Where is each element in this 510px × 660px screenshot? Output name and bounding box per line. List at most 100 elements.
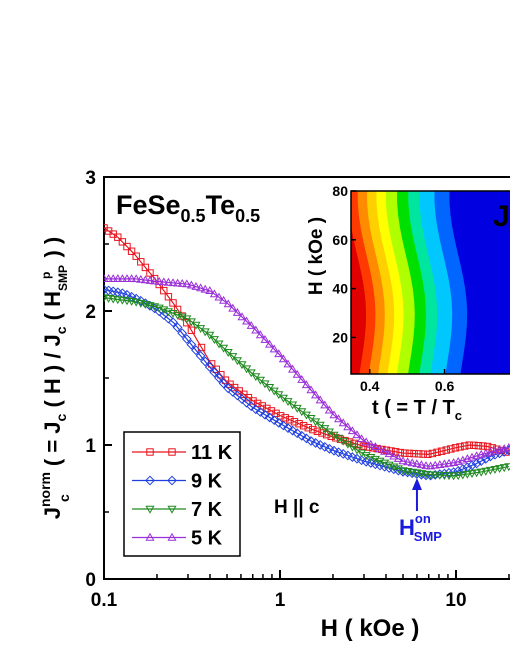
data-point [458,471,468,480]
data-point [407,458,417,467]
data-point [269,344,279,353]
data-point [471,458,482,469]
y-tick-label: 0 [85,570,96,591]
data-point [237,312,247,321]
data-point [324,443,335,454]
data-point [426,471,436,480]
data-point [272,409,280,418]
inset-y-tick-label: 80 [332,183,348,199]
data-point [177,279,187,287]
data-point [169,299,177,307]
data-point [237,361,247,370]
data-point [470,441,478,450]
data-point [485,466,495,475]
data-point [195,350,206,361]
data-point [158,310,169,320]
data-point [297,375,307,383]
data-point [384,449,394,458]
legend-label: 5 K [191,528,223,550]
data-point [131,274,141,283]
data-point [421,461,431,470]
data-point [163,277,173,286]
inset-frame [350,190,510,375]
data-point [306,436,316,446]
ylabel-sub2: c [53,413,69,421]
data-point [309,425,317,434]
data-point [214,340,224,349]
x-tick-label: 1 [275,590,286,611]
data-point [223,349,233,357]
data-point [122,274,132,283]
data-point [160,286,168,295]
data-point [456,443,464,451]
data-point [260,409,270,420]
data-point [296,430,307,441]
data-point [232,390,243,401]
inset-corner-label: J [493,200,510,233]
data-point [146,448,154,456]
hsmp-label: Hon SMP [399,511,442,544]
data-point [181,334,192,344]
data-point [127,247,136,255]
data-point [145,532,155,541]
ylabel-sup2: p [39,272,53,279]
inset-xlabel-main: t ( = T / T [372,397,455,419]
data-point [389,451,399,460]
x-tick-label: 10 [445,590,466,611]
data-point [357,434,367,443]
data-point [499,464,509,473]
data-point [414,450,423,458]
data-point [167,505,177,514]
data-point [131,293,142,304]
data-point [251,325,261,334]
ylabel-sup1: norm [37,472,53,507]
hsmp-main: H [399,515,415,540]
y-axis-label: Jnorm c ( = Jc ( H ) / Jc ( HSMPp ) ) [37,237,72,520]
legend-label: 7 K [191,499,223,521]
data-point [159,277,169,286]
data-point [191,281,201,290]
data-point [122,289,132,300]
data-point [435,471,445,480]
series-5k [104,274,510,470]
data-point [370,442,380,451]
legend-entry: 5 K [132,528,223,550]
data-point [267,407,276,415]
data-point [113,274,123,283]
data-point [104,274,109,283]
inset-y-axis-label: H ( kOe ) [306,217,327,295]
data-point [288,364,298,373]
data-point [163,313,174,324]
data-point [186,339,197,350]
data-point [232,307,242,316]
data-point [227,386,238,397]
data-point [204,362,215,372]
data-point [324,405,334,414]
data-point [319,441,330,452]
data-point [223,299,233,308]
inset-heatmap [351,191,510,374]
data-point [172,322,183,333]
ylabel-j: J [40,507,65,519]
data-point [442,446,450,454]
data-point [117,274,127,283]
data-point [187,326,196,334]
data-point [318,429,326,437]
data-point [283,423,293,433]
data-point [315,395,325,404]
x-axis-label: H ( kOe ) [321,615,420,642]
data-point [145,275,155,284]
hsmp-annotation: Hon SMP [399,478,442,544]
data-point [168,317,178,328]
ylabel-text2: ( H ) / J [40,334,65,413]
legend-box [123,431,241,557]
hsmp-arrow-head [411,478,422,490]
legend-label: 9 K [191,471,223,493]
inset-x-ticks: 0.40.60 [360,369,455,394]
ylabel-text3: ( H [40,291,65,326]
data-point [343,422,353,431]
data-point [182,279,192,288]
data-point [375,444,385,453]
